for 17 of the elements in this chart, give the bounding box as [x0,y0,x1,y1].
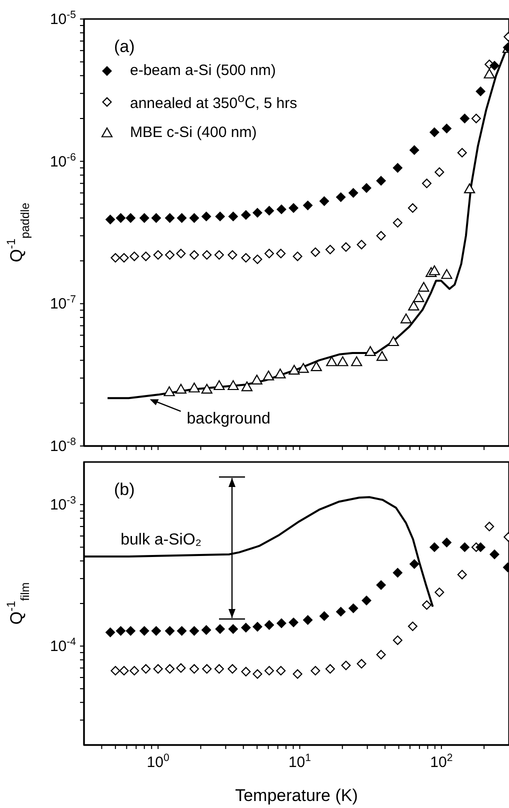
y-tick-label: 10$^{-6}$ [50,151,76,170]
y-tick-label: 10$^{-4}$ [50,636,76,656]
y-tick-label: 10$^{-3}$ [50,494,76,514]
annotation: (b) [114,480,135,500]
x-tick-label: 10$^{2}$ [430,752,453,771]
annotation: background [186,410,270,428]
x-axis-title: Temperature (K) [235,786,358,805]
x-tick-label: 10$^{1}$ [288,752,312,771]
y-tick-label: 10$^{-7}$ [50,294,76,313]
legend-label: annealed at 350$^{o}$C, 5 hrs [130,91,298,112]
annotation: (a) [114,37,135,57]
annotation: bulk a-SiO₂ [120,531,202,548]
legend-label: e-beam a-Si (500 nm) [130,62,276,79]
x-tick-label: 10$^{0}$ [146,752,170,771]
legend-label: MBE c-Si (400 nm) [130,124,257,141]
y-tick-label: 10$^{-5}$ [50,9,76,28]
y-tick-label: 10$^{-8}$ [50,436,76,455]
